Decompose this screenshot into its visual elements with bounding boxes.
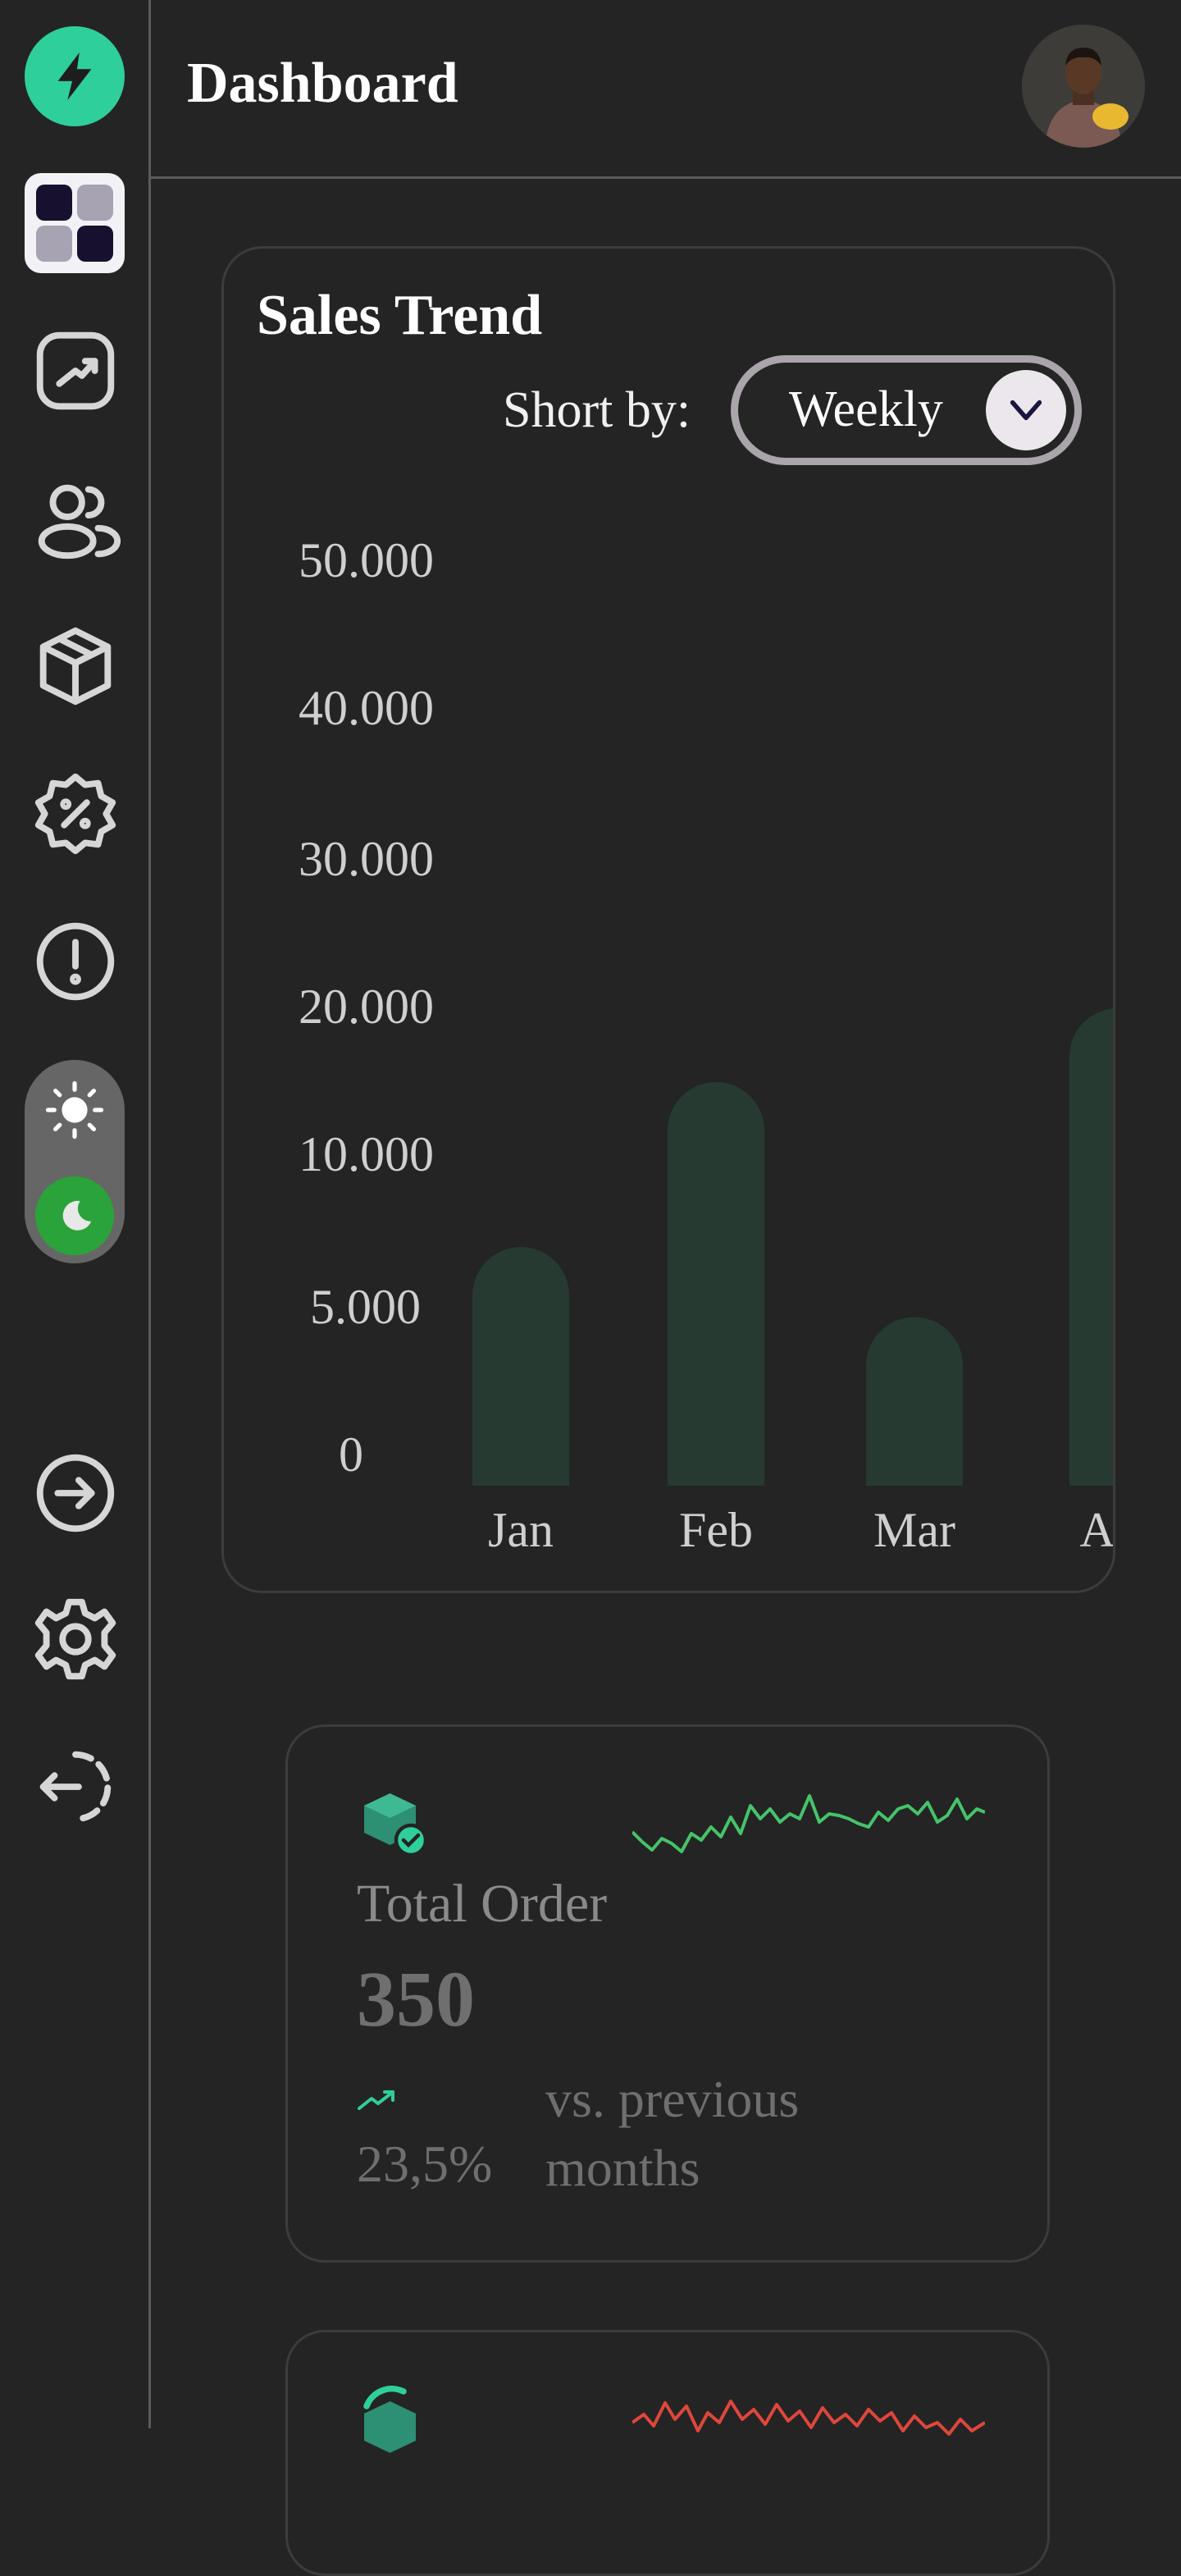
- header: Dashboard: [151, 0, 1181, 179]
- box-refresh-icon: [363, 2386, 416, 2453]
- settings-gear-icon[interactable]: [25, 1588, 126, 1690]
- y-tick-label: 20.000: [299, 980, 434, 1034]
- logout-icon[interactable]: [25, 1736, 126, 1838]
- discount-badge-icon[interactable]: [25, 763, 126, 865]
- box-icon[interactable]: [25, 615, 126, 717]
- users-icon[interactable]: [25, 468, 126, 569]
- x-tick-label: Feb: [679, 1503, 753, 1557]
- sun-icon[interactable]: [43, 1078, 107, 1142]
- y-tick-label: 40.000: [299, 681, 434, 735]
- moon-icon[interactable]: [35, 1176, 114, 1255]
- total-order-card: Total Order 350 23,5% vs. previous month…: [285, 1724, 1050, 2263]
- total-order-label: Total Order: [357, 1874, 608, 1934]
- lightning-icon[interactable]: [25, 26, 125, 126]
- y-tick-label: 30.000: [299, 832, 434, 886]
- sort-label: Short by:: [503, 382, 691, 438]
- x-tick-label: Apr: [1079, 1503, 1115, 1557]
- avatar[interactable]: [1022, 25, 1145, 148]
- page-title: Dashboard: [187, 52, 458, 115]
- total-order-value: 350: [357, 1955, 475, 2043]
- x-tick-label: Jan: [488, 1503, 554, 1557]
- bar-apr[interactable]: [1069, 1008, 1115, 1486]
- trend-chart-icon[interactable]: [25, 320, 126, 422]
- bar-feb[interactable]: [668, 1082, 764, 1486]
- y-tick-label: 5.000: [310, 1280, 421, 1334]
- total-order-compare: vs. previous months: [545, 2070, 800, 2197]
- sidebar: [0, 0, 151, 2428]
- sales-trend-chart: 50.000 40.000 30.000 20.000 10.000 5.000 0 Jan F…: [299, 533, 1115, 1557]
- sales-trend-title: Sales Trend: [257, 284, 543, 347]
- trend-up-icon: [358, 2090, 394, 2110]
- dashboard-grid-icon[interactable]: [25, 173, 125, 273]
- sort-selected-value: Weekly: [789, 381, 943, 437]
- y-tick-label: 50.000: [299, 533, 434, 587]
- sales-trend-card: Sales Trend Short by: Weekly 50.000 40.00…: [221, 246, 1115, 1593]
- total-order-sparkline: [632, 1794, 985, 1853]
- sort-select[interactable]: Weekly: [731, 355, 1082, 465]
- next-stat-sparkline: [632, 2400, 985, 2436]
- total-order-change: 23,5%: [357, 2135, 493, 2193]
- next-stat-card: [285, 2330, 1050, 2576]
- bar-mar[interactable]: [866, 1317, 963, 1486]
- box-check-icon: [364, 1793, 428, 1857]
- chevron-down-icon[interactable]: [986, 370, 1066, 450]
- y-tick-label: 0: [339, 1427, 363, 1482]
- arrow-right-circle-icon[interactable]: [25, 1442, 126, 1544]
- y-tick-label: 10.000: [299, 1127, 434, 1181]
- x-tick-label: Mar: [873, 1503, 955, 1557]
- theme-toggle[interactable]: [25, 1060, 125, 1263]
- alert-icon[interactable]: [25, 911, 126, 1012]
- bar-jan[interactable]: [472, 1247, 569, 1486]
